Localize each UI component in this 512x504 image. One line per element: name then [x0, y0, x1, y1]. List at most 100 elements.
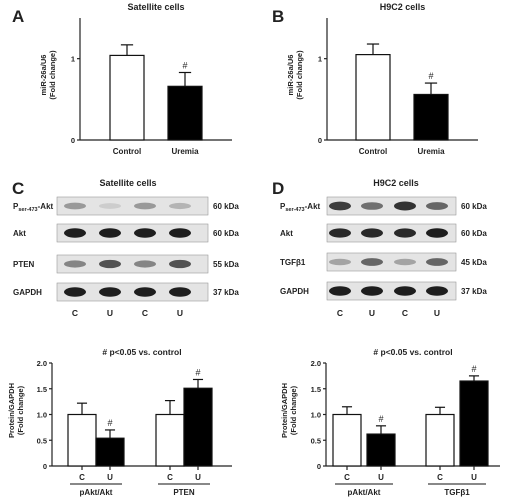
protein-label-main: P: [280, 202, 286, 211]
protein-label-suffix: -Akt: [305, 202, 321, 211]
blot-strip: [326, 252, 457, 272]
bar: [167, 85, 203, 141]
protein-label-main: P: [13, 202, 19, 211]
blot-band: [169, 228, 191, 238]
bar: [413, 93, 449, 141]
y-axis-label-line: Protein/GAPDH: [280, 383, 289, 438]
blot-band: [329, 286, 351, 296]
y-axis-label-line: (Fold change): [16, 385, 25, 435]
blot-band: [64, 287, 86, 297]
category-label: Control: [113, 147, 141, 156]
blot-strip: [326, 223, 457, 243]
blot-band: [426, 202, 448, 210]
blot-band: [99, 259, 121, 269]
kda-label: 60 kDa: [461, 229, 487, 238]
panel-label-B: B: [272, 7, 284, 26]
blot-band: [64, 202, 86, 210]
protein-label-main: GAPDH: [13, 288, 42, 297]
blot-band: [134, 202, 156, 210]
lane-label: C: [337, 308, 343, 318]
y-axis-label-line: (Fold change): [289, 385, 298, 435]
blot-band: [394, 286, 416, 296]
significance-note: # p<0.05 vs. control: [102, 347, 181, 357]
chart-B: H9C2 cells 0 1 miR-26a/U6(Fold change) # Cont…: [286, 2, 478, 156]
protein-label: PTEN: [13, 260, 35, 269]
blot-band: [361, 258, 383, 266]
y-tick-label: 0.5: [37, 436, 47, 445]
kda-label: 60 kDa: [213, 229, 239, 238]
significance-mark: #: [378, 414, 383, 424]
blot-title: Satellite cells: [99, 178, 156, 188]
blot-band: [329, 258, 351, 266]
kda-label: 37 kDa: [213, 288, 239, 297]
blot-band: [99, 287, 121, 297]
y-axis-label-line: miR-26a/U6: [39, 55, 48, 96]
significance-mark: #: [428, 71, 433, 81]
group-label: pAkt/Akt: [80, 488, 113, 497]
y-tick-label: 1.5: [311, 385, 321, 394]
blot-band: [99, 228, 121, 238]
blot-band: [169, 287, 191, 297]
blot-strip: [56, 223, 209, 243]
chart-D: # p<0.05 vs. control 0 0.5 1.0 1.5 2.0 Protein…: [280, 347, 500, 497]
group-label: TGFβ1: [444, 488, 470, 497]
significance-mark: #: [195, 367, 200, 377]
bar-label: U: [195, 473, 201, 482]
bar-label: C: [79, 473, 85, 482]
blot-band: [361, 286, 383, 296]
blot-band: [329, 228, 351, 238]
y-tick-label: 0: [317, 462, 321, 471]
category-label: Uremia: [417, 147, 445, 156]
chart-A: Satellite cells 0 1 miR-26a/U6(Fold change)…: [39, 2, 232, 156]
blot-strip: [326, 281, 457, 301]
y-tick-label: 1: [318, 55, 322, 64]
bar: [155, 413, 185, 467]
y-tick-label: 1: [71, 55, 75, 64]
protein-label-main: PTEN: [13, 260, 35, 269]
bar: [109, 54, 145, 141]
y-axis-label: Protein/GAPDH(Fold change): [280, 383, 298, 438]
significance-mark: #: [107, 418, 112, 428]
y-axis-label-line: (Fold change): [295, 50, 304, 100]
bar: [67, 413, 97, 467]
protein-label-suffix: -Akt: [38, 202, 54, 211]
y-tick-label: 0: [318, 136, 322, 145]
bar: [183, 387, 213, 467]
protein-label-sub: ser-473: [285, 207, 304, 213]
lane-label: U: [434, 308, 440, 318]
bar: [425, 413, 455, 467]
y-tick-label: 0.5: [311, 436, 321, 445]
category-label: Control: [359, 147, 387, 156]
y-axis-label: miR-26a/U6(Fold change): [39, 50, 57, 100]
bar-label: C: [167, 473, 173, 482]
protein-label-sub: ser-473: [18, 207, 37, 213]
blot-strip: [56, 254, 209, 274]
lane-label: U: [177, 308, 183, 318]
lane-label: C: [72, 308, 78, 318]
kda-label: 60 kDa: [461, 202, 487, 211]
blot-band: [169, 259, 191, 269]
blot-band: [64, 228, 86, 238]
lane-label: U: [369, 308, 375, 318]
y-axis-label-line: miR-26a/U6: [286, 55, 295, 96]
significance-note: # p<0.05 vs. control: [373, 347, 452, 357]
chart-C: # p<0.05 vs. control 0 0.5 1.0 1.5 2.0 Protein…: [7, 347, 232, 497]
y-axis-label: miR-26a/U6(Fold change): [286, 50, 304, 100]
blot-band: [64, 260, 86, 268]
group-label: PTEN: [173, 488, 195, 497]
bar-label: C: [437, 473, 443, 482]
blot-band: [394, 228, 416, 238]
panel-label-A: A: [12, 7, 24, 26]
bar-label: U: [471, 473, 477, 482]
y-tick-label: 1.5: [37, 385, 47, 394]
lane-label: C: [402, 308, 408, 318]
y-tick-label: 2.0: [311, 359, 321, 368]
y-tick-label: 1.0: [311, 411, 321, 420]
y-tick-label: 1.0: [37, 411, 47, 420]
kda-label: 60 kDa: [213, 202, 239, 211]
significance-mark: #: [182, 60, 187, 70]
blot-band: [361, 228, 383, 238]
protein-label: Akt: [280, 229, 293, 238]
protein-label: GAPDH: [13, 288, 42, 297]
